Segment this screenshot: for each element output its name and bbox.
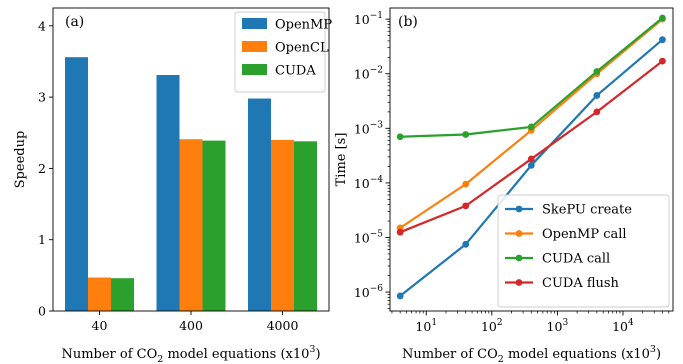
y-tick-label-b: 10−4	[354, 175, 383, 191]
y-tick-label-b: 10−5	[354, 229, 383, 245]
legend-a: OpenMP OpenCL CUDA	[234, 11, 332, 93]
legend-label-skepu-create: SkePU create	[542, 203, 632, 218]
x-axis-label-a-pre: Number of CO	[61, 347, 157, 362]
x-tick-label-a: 4000	[267, 318, 299, 333]
y-tick-label-a: 3	[38, 90, 46, 105]
x-axis-label-b-sub: 2	[498, 354, 504, 364]
point-cuda-call	[527, 123, 535, 131]
point-cuda-call	[593, 68, 601, 75]
legend-box-b	[497, 194, 670, 308]
y-tick-label-b: 10−1	[354, 11, 383, 27]
legend-label-cuda: CUDA	[275, 64, 316, 79]
point-skepu-create	[462, 240, 470, 248]
bar-cuda-4000	[294, 141, 317, 311]
panel-label-a: (a)	[65, 14, 84, 30]
panel-label-b: (b)	[398, 14, 418, 30]
x-tick-label-a: 400	[179, 318, 203, 333]
x-tick-label-b: 102	[481, 318, 503, 334]
legend-marker-cuda-call	[515, 254, 523, 262]
y-tick-base: 10	[354, 12, 370, 27]
y-tick-exp: −6	[370, 284, 384, 294]
legend-swatch-cuda	[242, 64, 267, 75]
y-tick-exp: −4	[370, 175, 384, 185]
series-line-cuda-call	[400, 17, 664, 138]
legend-label-cuda-call: CUDA call	[542, 252, 610, 267]
x-axis-label-a-post: model equations (x10	[163, 347, 309, 362]
x-axis-label-b-sup: 3	[650, 344, 656, 355]
y-tick-base: 10	[354, 176, 370, 191]
y-tick-label-a: 2	[38, 161, 46, 176]
y-axis-label-a: Speedup	[13, 131, 28, 189]
y-tick-base: 10	[354, 67, 370, 82]
legend-label-openmp-call: OpenMP call	[542, 227, 627, 242]
x-tick-base: 10	[481, 319, 497, 334]
point-skepu-create	[659, 36, 666, 44]
legend-marker-openmp-call	[515, 230, 523, 237]
y-tick-label-b: 10−2	[354, 66, 383, 82]
y-tick-label-a: 0	[38, 304, 46, 319]
x-axis-label-a-sub: 2	[157, 354, 163, 364]
bar-opencl-40	[88, 277, 111, 311]
bar-opencl-400	[179, 139, 203, 311]
bar-openmp-4000	[248, 98, 271, 311]
bar-opencl-4000	[271, 139, 294, 311]
x-axis-label-b-end: )	[656, 347, 661, 362]
bar-openmp-40	[65, 57, 88, 311]
point-cuda-call	[462, 131, 470, 138]
point-cuda-flush	[593, 108, 601, 116]
y-tick-label-b: 10−3	[354, 120, 383, 136]
x-axis-label-b-pre: Number of CO	[402, 347, 498, 362]
y-tick-label-b: 10−6	[354, 284, 383, 300]
point-cuda-flush	[396, 228, 404, 236]
x-tick-label-b: 101	[415, 318, 437, 334]
legend-swatch-openmp	[242, 18, 267, 29]
x-tick-label-b: 104	[612, 318, 634, 334]
y-tick-base: 10	[354, 285, 370, 300]
y-tick-exp: −1	[370, 11, 383, 21]
y-tick-base: 10	[354, 121, 370, 136]
legend-marker-cuda-flush	[515, 279, 523, 286]
point-cuda-call	[396, 133, 404, 141]
point-openmp-call	[462, 180, 470, 188]
x-tick-exp: 3	[562, 318, 568, 328]
x-axis-label-a: Number of CO2 model equations (x103)	[61, 344, 320, 364]
y-tick-base: 10	[354, 230, 370, 245]
point-cuda-flush	[462, 202, 470, 210]
x-tick-exp: 4	[628, 318, 634, 328]
x-tick-base: 10	[612, 319, 628, 334]
legend-marker-skepu-create	[515, 205, 523, 213]
x-tick-base: 10	[415, 319, 431, 334]
x-tick-label-a: 40	[92, 318, 108, 333]
y-tick-exp: −2	[370, 66, 383, 76]
legend-swatch-opencl	[242, 41, 267, 52]
point-cuda-call	[659, 14, 666, 22]
x-tick-exp: 1	[431, 318, 437, 328]
y-tick-exp: −5	[370, 229, 384, 239]
x-axis-label-b: Number of CO2 model equations (x103)	[402, 344, 661, 364]
point-skepu-create	[396, 292, 404, 300]
legend-label-opencl: OpenCL	[275, 41, 329, 56]
y-axis-label-b: Time [s]	[334, 133, 349, 187]
x-axis-label-a-end: )	[315, 347, 320, 362]
point-cuda-flush	[659, 57, 666, 65]
point-skepu-create	[527, 161, 535, 169]
x-axis-label-b-post: model equations (x10	[504, 347, 650, 362]
bar-openmp-400	[156, 75, 180, 312]
y-tick-exp: −3	[370, 120, 384, 130]
bar-cuda-400	[202, 140, 226, 311]
point-skepu-create	[593, 92, 601, 99]
x-tick-base: 10	[547, 319, 563, 334]
point-cuda-flush	[527, 155, 535, 163]
y-tick-label-a: 4	[38, 18, 46, 33]
x-axis-label-a-sup: 3	[309, 344, 315, 355]
y-tick-label-a: 1	[38, 232, 46, 247]
legend-label-openmp: OpenMP	[275, 18, 332, 33]
bar-cuda-40	[111, 278, 134, 311]
legend-label-cuda-flush: CUDA flush	[542, 276, 620, 291]
legend-b: SkePU create OpenMP call CUDA call CUDA flu…	[497, 194, 670, 308]
x-tick-label-b: 103	[547, 318, 569, 334]
x-tick-exp: 2	[497, 318, 503, 328]
